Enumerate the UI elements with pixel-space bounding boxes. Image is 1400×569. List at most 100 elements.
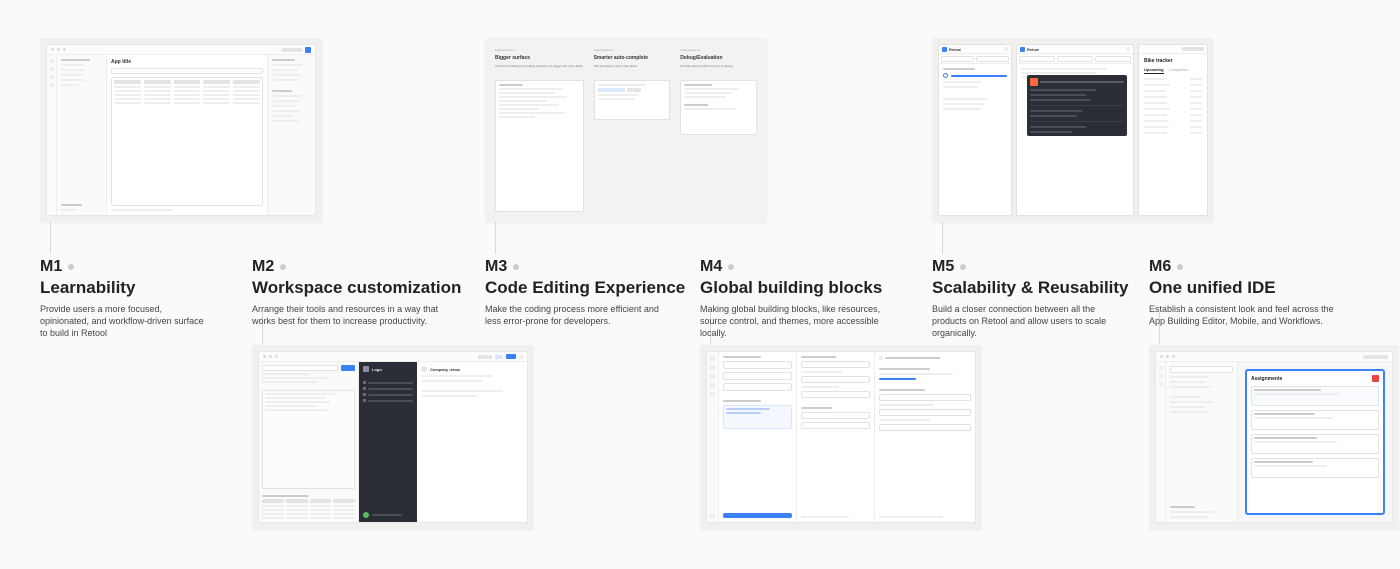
avatar	[363, 512, 369, 518]
status-dot	[280, 264, 286, 270]
panel-sub: Add developers write code faster.	[594, 64, 671, 68]
milestone-desc: Establish a consistent look and feel acr…	[1149, 303, 1349, 327]
assignments-card: Assignments	[1246, 370, 1384, 514]
tab-label: Retool	[949, 47, 961, 52]
panel-title: Bigger surface	[495, 55, 584, 61]
milestone-title: Learnability	[40, 278, 210, 298]
milestone-title: Global building blocks	[700, 278, 900, 298]
milestone-code: M5	[932, 258, 954, 276]
tab-label: Retool	[1027, 47, 1039, 52]
panel-title: Smarter auto-complete	[594, 55, 671, 61]
inspector-panel	[267, 55, 315, 215]
menu-item	[368, 400, 413, 402]
mini-app-mid: Retool	[1016, 44, 1134, 216]
milestone-code: M6	[1149, 258, 1171, 276]
thumb-window: Logo Company	[258, 351, 528, 523]
app-icon	[942, 47, 947, 52]
explorer-panel	[1166, 362, 1238, 522]
window-titlebar	[47, 45, 315, 55]
panel-eyebrow: Improvement 1	[495, 48, 584, 52]
primary-cta	[723, 513, 792, 518]
milestone-code: M2	[252, 258, 274, 276]
milestone-code: M3	[485, 258, 507, 276]
milestone-m4: M4 Global building blocks Making global …	[700, 258, 900, 339]
connector	[495, 222, 496, 254]
milestone-title: One unified IDE	[1149, 278, 1349, 298]
connect-panel	[875, 352, 975, 522]
forms-panel	[797, 352, 875, 522]
mini-app-left: Retool	[938, 44, 1012, 216]
milestone-code: M4	[700, 258, 722, 276]
milestone-desc: Build a closer connection between all th…	[932, 303, 1112, 339]
milestone-m1: M1 Learnability Provide users a more foc…	[40, 258, 210, 339]
thumb-m5: Retool	[932, 38, 1214, 222]
panel-eyebrow: Improvement 2	[594, 48, 671, 52]
status-dot	[1177, 264, 1183, 270]
status-dot	[68, 264, 74, 270]
window-titlebar	[259, 352, 527, 362]
component-sidebar	[57, 55, 107, 215]
window-titlebar	[1156, 352, 1392, 362]
panel-title: Debug/Evaluation	[680, 55, 757, 61]
milestone-desc: Making global building blocks, like reso…	[700, 303, 900, 339]
tracker-tab: Completed	[1169, 67, 1188, 74]
status-dot	[960, 264, 966, 270]
main-canvas: App title	[107, 55, 267, 215]
roadmap-canvas: M1 Learnability Provide users a more foc…	[0, 0, 1400, 569]
app-title: App title	[111, 59, 263, 65]
milestone-title: Scalability & Reusability	[932, 278, 1129, 298]
milestone-title: Code Editing Experience	[485, 278, 685, 298]
primary-button	[506, 354, 516, 359]
autocomplete-card	[594, 80, 671, 120]
thumb-window	[706, 351, 976, 523]
menu-item	[368, 394, 413, 396]
menu-item	[368, 382, 413, 384]
panel-sub: Check the building and editing writing t…	[495, 64, 584, 68]
delete-icon	[1372, 375, 1379, 382]
data-table	[111, 77, 263, 206]
context-menu	[1027, 75, 1127, 136]
suggestions-panel	[719, 352, 797, 522]
milestone-title: Workspace customization	[252, 278, 461, 298]
query-panel	[259, 362, 359, 522]
panel-eyebrow: Improvement 3	[680, 48, 757, 52]
thumb-m1: App title	[40, 38, 322, 222]
card-title: Assignments	[1251, 376, 1282, 382]
menu-item	[368, 388, 413, 390]
preview-content: Company retool	[417, 362, 527, 522]
connector	[942, 222, 943, 254]
milestone-desc: Make the coding process more efficient a…	[485, 303, 665, 327]
nav-preview-dark: Logo	[359, 362, 417, 522]
brand-label: Logo	[372, 367, 382, 372]
menu-icon	[1030, 78, 1038, 86]
status-dot	[728, 264, 734, 270]
thumb-m2: Logo Company	[252, 345, 534, 529]
left-rail	[47, 55, 57, 215]
milestone-m5: M5 Scalability & Reusability Build a clo…	[932, 258, 1129, 339]
milestone-desc: Provide users a more focused, opinionate…	[40, 303, 210, 339]
run-icon	[305, 47, 311, 53]
thumb-window: Assignments	[1155, 351, 1393, 523]
app-icon	[1020, 47, 1025, 52]
thumb-m3: Improvement 1 Bigger surface Check the b…	[485, 38, 767, 222]
icon-rail	[707, 352, 719, 522]
thumb-m4	[700, 345, 982, 529]
ide-canvas: Assignments	[1238, 362, 1392, 522]
thumb-window: App title	[46, 44, 316, 216]
milestone-code: M1	[40, 258, 62, 276]
connector	[50, 222, 51, 254]
milestone-desc: Arrange their tools and resources in a w…	[252, 303, 452, 327]
tracker-list	[1139, 78, 1207, 215]
debug-card	[680, 80, 757, 135]
status-dot	[513, 264, 519, 270]
content-title: Company retool	[430, 367, 460, 372]
panel-sub: Provide clear results for errors & debug…	[680, 64, 757, 68]
milestone-m2: M2 Workspace customization Arrange their…	[252, 258, 461, 327]
milestone-m3: M3 Code Editing Experience Make the codi…	[485, 258, 685, 327]
thumb-m6: Assignments	[1149, 345, 1399, 529]
left-rail	[1156, 362, 1166, 522]
milestone-m6: M6 One unified IDE Establish a consisten…	[1149, 258, 1349, 327]
tracker-title: Bike tracker	[1144, 58, 1202, 64]
mini-app-mobile: Bike tracker Upcoming Completed	[1138, 44, 1208, 216]
code-card	[495, 80, 584, 212]
